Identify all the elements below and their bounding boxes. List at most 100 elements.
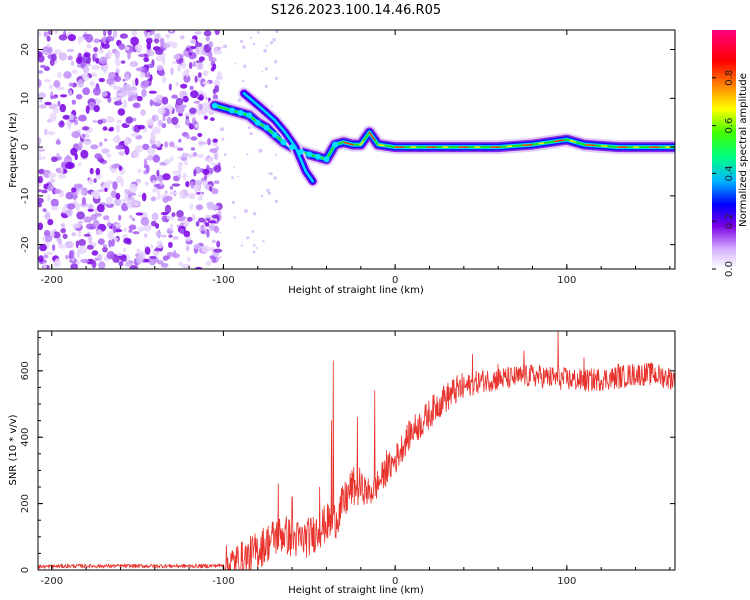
noise-blob [143, 158, 148, 167]
noise-blob [118, 261, 124, 267]
noise-blob [178, 161, 184, 167]
noise-blob [49, 178, 56, 184]
noise-blob [48, 84, 53, 90]
noise-blob [97, 49, 105, 54]
noise-blob [157, 107, 166, 115]
colorbar-tick-label: 0.2 [724, 213, 735, 229]
noise-blob [213, 164, 222, 173]
noise-blob [159, 181, 163, 186]
signal-blob [254, 119, 261, 126]
noise-blob [171, 94, 178, 99]
noise-blob [71, 99, 76, 105]
noise-blob [198, 217, 206, 223]
noise-blob [198, 94, 204, 101]
noise-blob [131, 217, 136, 222]
noise-blob [46, 131, 56, 136]
noise-blob [92, 219, 100, 228]
noise-blob [212, 138, 218, 143]
noise-blob [184, 159, 188, 166]
noise-blob [128, 192, 137, 196]
bottom-y-tick-label: 600 [20, 361, 31, 380]
noise-blob [194, 123, 199, 129]
signal-blob [323, 156, 330, 163]
noise-blob [85, 105, 90, 114]
bottom-x-tick-label: -100 [212, 576, 235, 587]
noise-blob [196, 154, 205, 158]
noise-blob [151, 212, 159, 221]
noise-blob [172, 60, 177, 65]
noise-blob [112, 30, 118, 39]
noise-blob [39, 243, 47, 252]
noise-blob [58, 120, 65, 128]
noise-blob [80, 258, 90, 264]
noise-blob [201, 107, 208, 114]
noise-blob [96, 229, 102, 235]
noise-blob [180, 83, 188, 89]
noise-blob [275, 30, 279, 34]
noise-blob [38, 137, 41, 146]
noise-blob [154, 33, 161, 39]
colorbar-label: Normalized spectral amplitude [738, 73, 749, 227]
signal-blob [314, 153, 321, 160]
noise-blob [72, 69, 78, 75]
noise-blob [65, 191, 74, 200]
noise-blob [94, 192, 101, 200]
noise-blob [198, 56, 205, 62]
noise-blob [197, 62, 203, 70]
noise-blob [103, 215, 110, 221]
noise-blob [171, 183, 181, 187]
noise-blob [164, 33, 171, 39]
noise-blob [62, 233, 68, 239]
noise-blob [47, 30, 52, 35]
signal-branch [242, 92, 314, 183]
noise-blob [43, 254, 49, 259]
noise-blob [141, 192, 147, 202]
noise-blob [209, 148, 218, 154]
noise-blob [169, 156, 174, 162]
noise-blob [183, 230, 191, 238]
noise-blob [135, 212, 144, 216]
bottom-x-axis-label: Height of straight line (km) [288, 585, 424, 596]
noise-blob [183, 220, 190, 227]
noise-blob [192, 61, 197, 67]
noise-blob [129, 265, 139, 269]
noise-blob [75, 94, 83, 100]
noise-blob [200, 230, 206, 235]
noise-blob [42, 208, 47, 213]
noise-blob [106, 222, 112, 227]
noise-blob [57, 173, 67, 179]
noise-blob [132, 231, 140, 235]
noise-blob [51, 53, 57, 62]
noise-blob [173, 250, 177, 256]
noise-blob [193, 184, 199, 193]
noise-blob [86, 43, 92, 49]
noise-blob [206, 228, 210, 238]
noise-blob [101, 43, 110, 49]
signal-blob [246, 112, 253, 119]
noise-blob [210, 66, 215, 72]
noise-blob [136, 95, 143, 102]
noise-blob [177, 173, 182, 179]
noise-blob [247, 126, 251, 130]
noise-blob [80, 149, 89, 159]
noise-blob [203, 115, 208, 120]
noise-blob [123, 138, 129, 147]
noise-blob [220, 127, 225, 132]
noise-blob [71, 232, 77, 237]
noise-blob [101, 91, 108, 97]
colorbar-tick-label: 0.6 [724, 118, 735, 134]
noise-blob [252, 42, 256, 46]
noise-blob [242, 80, 245, 83]
noise-blob [40, 64, 46, 69]
noise-blob [62, 206, 67, 214]
noise-blob [38, 148, 46, 152]
noise-blob [274, 76, 278, 81]
noise-blob [190, 46, 198, 49]
noise-blob [104, 187, 108, 192]
noise-blob [38, 175, 44, 184]
signal-blob [211, 102, 218, 109]
noise-blob [44, 101, 52, 106]
noise-blob [177, 63, 182, 73]
noise-blob [152, 180, 157, 184]
